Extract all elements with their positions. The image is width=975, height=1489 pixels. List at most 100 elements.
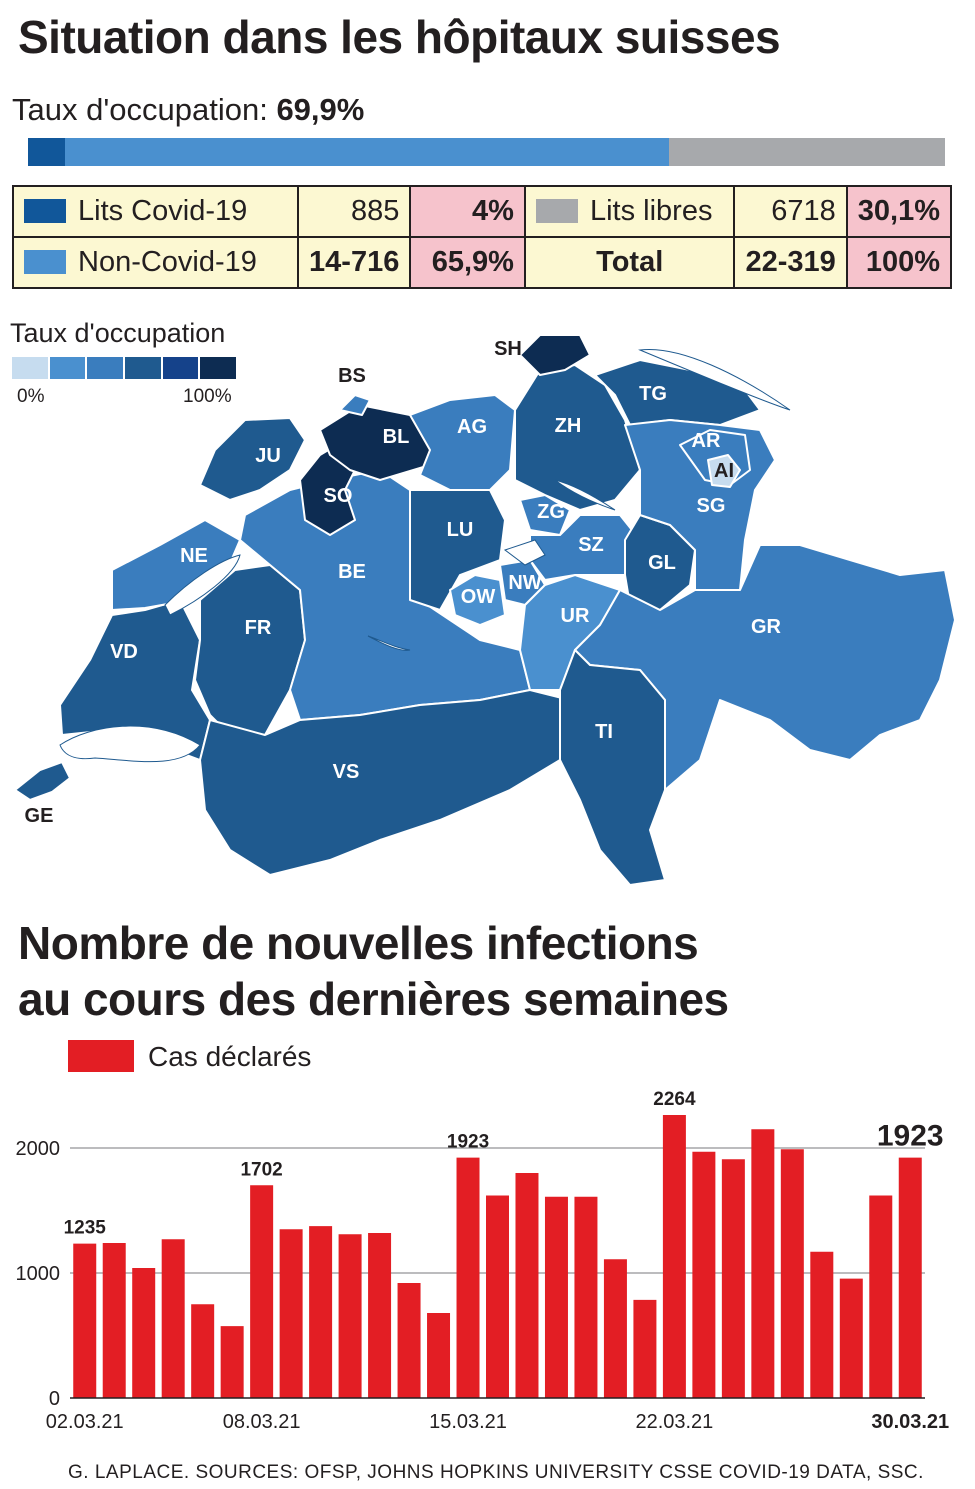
covid-label-cell: Lits Covid-19 xyxy=(11,185,300,238)
label-OW: OW xyxy=(461,586,496,608)
map-legend-scale xyxy=(12,357,239,379)
label-SO: SO xyxy=(324,485,353,507)
chart-title-line2: au cours des dernières semaines xyxy=(18,973,729,1025)
chart-legend: Cas déclarés xyxy=(68,1040,311,1073)
canton-GE xyxy=(14,761,71,801)
bar xyxy=(574,1196,598,1398)
bar xyxy=(692,1151,716,1398)
data-label: 1702 xyxy=(240,1159,282,1180)
label-SG: SG xyxy=(697,495,726,517)
data-label: 2264 xyxy=(653,1089,696,1110)
occupancy-bar-covid xyxy=(28,138,65,166)
page-title: Situation dans les hôpitaux suisses xyxy=(18,11,781,63)
total-value: 22-319 xyxy=(733,236,848,289)
label-ZG: ZG xyxy=(537,501,565,523)
y-tick-label: 1000 xyxy=(16,1263,61,1285)
bar xyxy=(309,1226,333,1398)
legend-swatch xyxy=(68,1040,134,1072)
label-VD: VD xyxy=(110,641,138,663)
bar xyxy=(191,1304,215,1398)
legend-step-4 xyxy=(162,357,201,379)
label-VS: VS xyxy=(333,761,360,783)
switzerland-map: JU BS BL SO AG SH ZH TG AR AI SG NE LU Z… xyxy=(14,334,956,886)
noncovid-label: Non-Covid-19 xyxy=(78,246,257,278)
label-GR: GR xyxy=(751,616,782,638)
bar xyxy=(515,1173,539,1398)
bar xyxy=(780,1149,804,1398)
bar xyxy=(603,1259,627,1398)
label-TI: TI xyxy=(595,721,613,743)
free-swatch xyxy=(535,199,578,223)
label-ZH: ZH xyxy=(555,415,582,437)
label-GL: GL xyxy=(648,552,676,574)
bar xyxy=(869,1195,893,1398)
bar xyxy=(250,1185,274,1398)
data-label: 1923 xyxy=(447,1132,489,1153)
canton-LU xyxy=(409,489,506,611)
bar xyxy=(161,1239,185,1398)
bar xyxy=(73,1243,97,1398)
bar xyxy=(456,1157,480,1398)
bar xyxy=(397,1283,421,1398)
source-note: G. LAPLACE. SOURCES: OFSP, JOHNS HOPKINS… xyxy=(68,1462,924,1483)
bar xyxy=(721,1159,745,1398)
canton-TG xyxy=(594,359,761,426)
lake-geneva xyxy=(59,725,201,763)
chart-title-line1: Nombre de nouvelles infections xyxy=(18,917,699,969)
table-row: Lits Covid-19 885 4% Lits libres 6718 30… xyxy=(11,185,953,238)
lake-constance xyxy=(638,348,791,411)
bar xyxy=(368,1233,392,1398)
map-legend-min: 0% xyxy=(17,386,45,407)
occupancy-bar-noncovid xyxy=(64,138,669,166)
occupancy-label: Taux d'occupation: xyxy=(12,92,268,127)
map-legend-title: Taux d'occupation xyxy=(10,318,226,348)
y-tick-label: 0 xyxy=(49,1388,60,1410)
legend-step-3 xyxy=(125,357,163,379)
canton-JU xyxy=(199,417,306,501)
lake-zurich xyxy=(554,479,616,511)
canton-ZG xyxy=(519,494,571,536)
canton-AI xyxy=(707,454,741,488)
x-tick-label: 22.03.21 xyxy=(635,1411,713,1433)
canton-AG xyxy=(409,394,516,491)
bar xyxy=(839,1278,863,1398)
bar xyxy=(427,1313,451,1398)
covid-value: 885 xyxy=(297,185,412,238)
table-row: Non-Covid-19 14-716 65,9% Total 22-319 1… xyxy=(11,236,953,289)
canton-BS xyxy=(339,394,371,416)
label-AR: AR xyxy=(692,430,721,452)
bar xyxy=(751,1129,775,1398)
free-label-cell: Lits libres xyxy=(523,185,736,238)
infections-bar-chart: 0 1000 2000 1235 1702 1923 2264 1923 02.03.21 08.… xyxy=(16,1089,950,1433)
chart-title: Nombre de nouvelles infections au cours … xyxy=(18,915,729,1027)
label-BS: BS xyxy=(338,365,366,387)
total-pct: 100% xyxy=(845,236,953,289)
bar xyxy=(220,1326,244,1398)
x-tick-label: 02.03.21 xyxy=(46,1411,124,1433)
label-AG: AG xyxy=(457,416,487,438)
label-NW: NW xyxy=(508,572,541,594)
label-JU: JU xyxy=(255,445,281,467)
covid-swatch xyxy=(24,199,66,223)
label-TG: TG xyxy=(639,383,667,405)
legend-step-0 xyxy=(12,357,50,379)
bar xyxy=(544,1196,568,1398)
occupancy-bar xyxy=(28,138,945,166)
x-tick-label: 30.03.21 xyxy=(871,1411,949,1433)
label-AI: AI xyxy=(714,460,734,482)
lake-neuchatel xyxy=(164,554,241,616)
beds-table: Lits Covid-19 885 4% Lits libres 6718 30… xyxy=(11,185,953,289)
bar xyxy=(633,1299,657,1398)
legend-step-2 xyxy=(87,357,126,379)
noncovid-swatch xyxy=(24,250,66,274)
bar xyxy=(662,1115,686,1398)
label-LU: LU xyxy=(447,519,474,541)
label-NE: NE xyxy=(180,545,208,567)
label-FR: FR xyxy=(245,617,272,639)
label-SH: SH xyxy=(494,338,522,360)
label-BE: BE xyxy=(338,561,366,583)
bar xyxy=(279,1229,303,1398)
legend-label: Cas déclarés xyxy=(148,1041,312,1072)
occupancy-summary: Taux d'occupation: 69,9% xyxy=(12,92,364,128)
occupancy-value: 69,9% xyxy=(276,92,365,127)
